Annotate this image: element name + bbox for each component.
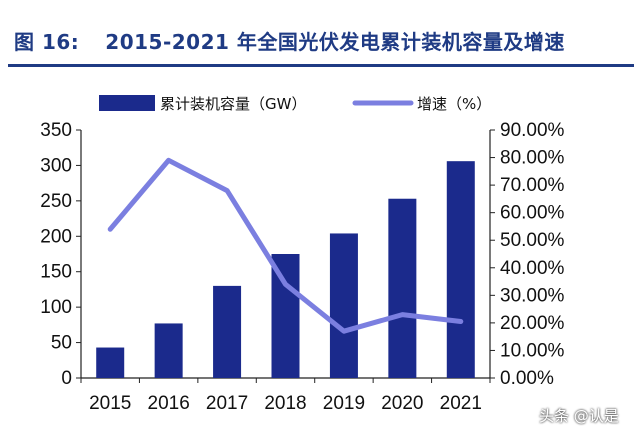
y-right-tick-label: 10.00%	[500, 340, 565, 361]
x-tick-label: 2019	[323, 393, 365, 414]
bar	[446, 161, 475, 378]
y-right-tick-label: 40.00%	[500, 258, 565, 279]
x-tick-label: 2018	[264, 393, 306, 414]
bar	[388, 198, 417, 378]
y-left-tick-label: 0	[61, 368, 72, 389]
y-left-tick-label: 350	[40, 120, 72, 141]
y-left-tick-label: 300	[40, 155, 72, 176]
title-divider	[8, 64, 634, 67]
figure-title: 图 16: 2015-2021 年全国光伏发电累计装机容量及增速	[14, 26, 565, 55]
y-right-tick-label: 50.00%	[500, 230, 565, 251]
y-left-tick-label: 50	[51, 333, 72, 354]
y-right-tick-label: 80.00%	[500, 148, 565, 169]
watermark: 头条 @认是	[539, 407, 619, 425]
legend-label-bar: 累计装机容量（GW）	[160, 95, 306, 113]
x-tick-label: 2021	[440, 393, 482, 414]
bar	[329, 233, 358, 378]
legend-swatch-bar	[99, 95, 155, 111]
x-tick-label: 2017	[206, 393, 248, 414]
x-tick-label: 2015	[89, 393, 131, 414]
figure-number: 图 16:	[14, 30, 80, 54]
legend-label-line: 增速（%）	[417, 95, 491, 113]
y-right-tick-label: 70.00%	[500, 175, 565, 196]
bar	[213, 285, 242, 378]
bar	[96, 347, 125, 378]
figure-title-text: 2015-2021 年全国光伏发电累计装机容量及增速	[105, 30, 565, 54]
y-right-tick-label: 30.00%	[500, 285, 565, 306]
y-left-tick-label: 150	[40, 262, 72, 283]
y-left-tick-label: 100	[40, 297, 72, 318]
y-right-tick-label: 60.00%	[500, 203, 565, 224]
y-left-tick-label: 200	[40, 226, 72, 247]
bar	[271, 254, 300, 378]
x-tick-label: 2020	[381, 393, 423, 414]
y-right-tick-label: 20.00%	[500, 313, 565, 334]
y-left-tick-label: 250	[40, 191, 72, 212]
bar	[154, 323, 183, 378]
y-right-tick-label: 0.00%	[500, 368, 554, 389]
x-tick-label: 2016	[148, 393, 190, 414]
y-right-tick-label: 90.00%	[500, 120, 565, 141]
